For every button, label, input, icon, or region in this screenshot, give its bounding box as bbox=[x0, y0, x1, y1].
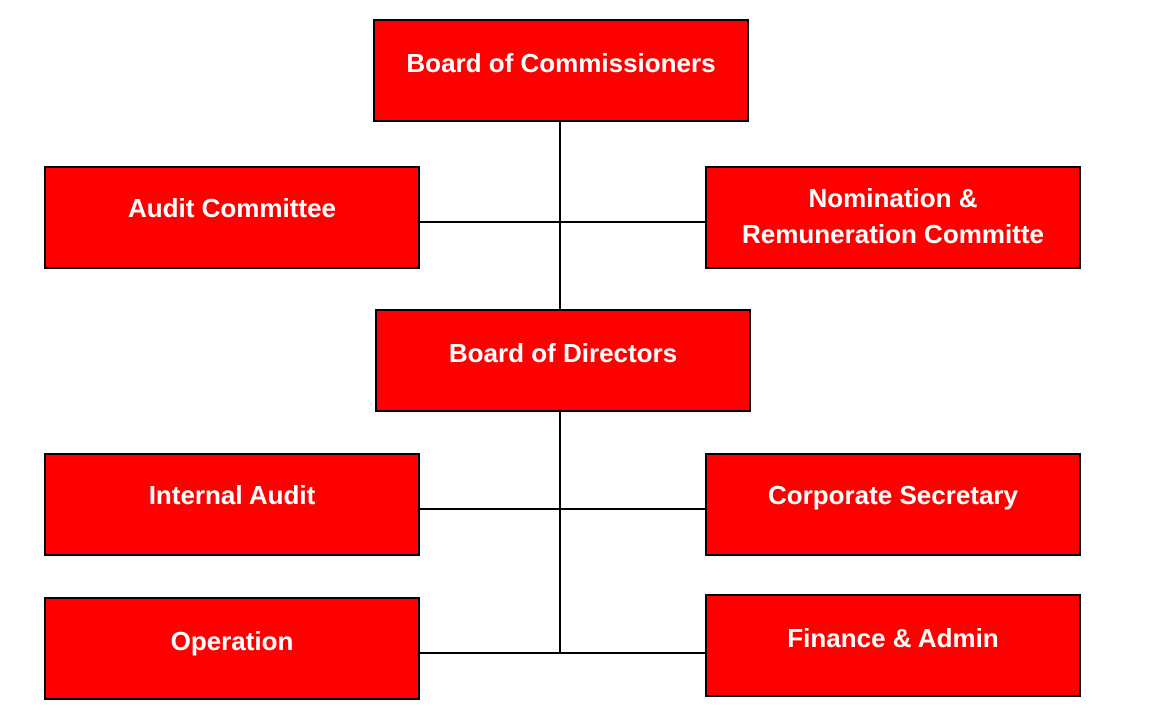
node-corporate-secretary: Corporate Secretary bbox=[705, 453, 1081, 556]
node-board-of-directors: Board of Directors bbox=[375, 309, 751, 412]
node-label: Internal Audit bbox=[148, 479, 316, 510]
node-finance-admin: Finance & Admin bbox=[705, 594, 1081, 697]
node-label: Corporate Secretary bbox=[768, 479, 1018, 510]
node-label: Operation bbox=[170, 625, 294, 656]
node-label: Audit Committee bbox=[128, 192, 336, 223]
node-label: Finance & Admin bbox=[787, 622, 999, 653]
node-label: Nomination & Remuneration Committe bbox=[742, 182, 1044, 249]
node-board-of-commissioners: Board of Commissioners bbox=[373, 19, 749, 122]
node-nomination-remuneration-committee: Nomination & Remuneration Committe bbox=[705, 166, 1081, 269]
node-label: Board of Directors bbox=[448, 337, 678, 368]
node-operation: Operation bbox=[44, 597, 420, 700]
node-internal-audit: Internal Audit bbox=[44, 453, 420, 556]
node-audit-committee: Audit Committee bbox=[44, 166, 420, 269]
node-label: Board of Commissioners bbox=[406, 47, 716, 78]
